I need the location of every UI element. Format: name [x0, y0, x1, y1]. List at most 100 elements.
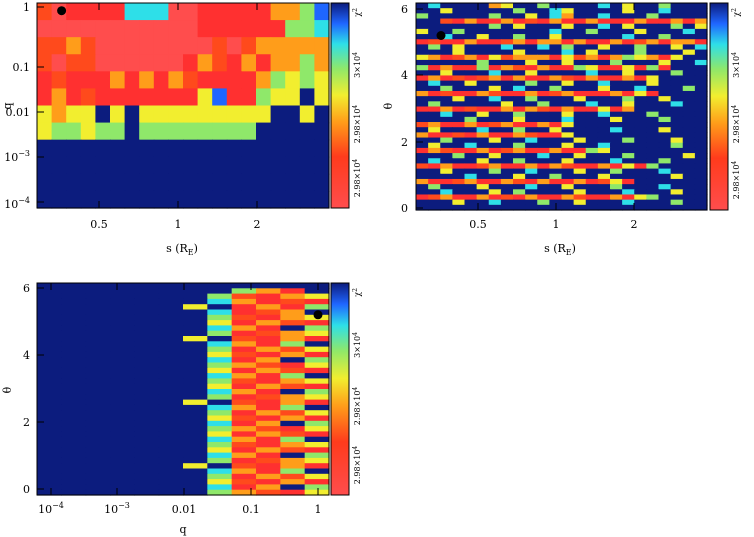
heatmap-cell: [452, 178, 466, 185]
heatmap-cell: [37, 399, 62, 406]
heatmap-cell: [61, 383, 87, 390]
heatmap-cell: [212, 105, 228, 124]
heatmap-cell: [61, 373, 87, 379]
heatmap-cell: [428, 65, 441, 71]
heatmap-cell: [428, 111, 441, 118]
x-axis-label-s-q: s (RE): [166, 242, 198, 257]
heatmap-cell: [622, 70, 635, 77]
heatmap-cell: [682, 8, 696, 14]
heatmap-cell: [183, 298, 208, 305]
heatmap-cell: [197, 3, 213, 21]
heatmap-cell: [134, 320, 160, 326]
heatmap-cell: [476, 34, 490, 40]
x-tick-label: 2: [254, 218, 261, 231]
heatmap-cell: [231, 288, 257, 295]
heatmap-cell: [634, 189, 647, 196]
heatmap-cell: [452, 142, 466, 149]
heatmap-cell: [440, 90, 453, 97]
heatmap-cell: [500, 49, 514, 56]
heatmap-cell: [285, 54, 301, 72]
heatmap-cell: [513, 142, 526, 149]
heatmap-cell: [646, 65, 660, 71]
heatmap-cell: [124, 190, 140, 209]
heatmap-cell: [670, 132, 684, 139]
heatmap-cell: [561, 194, 575, 201]
heatmap-cell: [183, 54, 199, 72]
heatmap-cell: [158, 489, 184, 496]
heatmap-cell: [622, 49, 635, 56]
heatmap-cell: [452, 23, 466, 30]
heatmap-cell: [299, 54, 315, 72]
heatmap-cell: [597, 39, 611, 45]
heatmap-cell: [256, 383, 281, 390]
heatmap-cell: [197, 105, 213, 124]
colorbar-tick: 2.98×104: [731, 105, 741, 144]
heatmap-cell: [476, 142, 490, 149]
heatmap-cell: [139, 190, 155, 209]
heatmap-cell: [37, 404, 62, 411]
heatmap-cell: [37, 383, 62, 390]
heatmap-cell: [416, 106, 429, 113]
heatmap-cell: [585, 163, 599, 170]
heatmap-cell: [610, 49, 623, 56]
heatmap-cell: [682, 85, 696, 92]
heatmap-cell: [280, 298, 306, 305]
heatmap-cell: [80, 71, 96, 90]
heatmap-cell: [256, 346, 281, 353]
heatmap-cell: [183, 484, 208, 491]
heatmap-cell: [134, 362, 160, 369]
heatmap-cell: [440, 204, 453, 211]
heatmap-cell: [597, 147, 611, 154]
heatmap-cell: [110, 479, 135, 485]
heatmap-cell: [241, 122, 257, 141]
heatmap-cell: [37, 426, 62, 432]
heatmap-cell: [561, 116, 575, 123]
heatmap-cell: [658, 23, 672, 30]
heatmap-cell: [610, 147, 623, 154]
heatmap-cell: [280, 452, 306, 459]
heatmap-cell: [464, 132, 478, 139]
heatmap-cell: [110, 420, 135, 427]
heatmap-cell: [597, 122, 611, 128]
heatmap-cell: [622, 101, 635, 108]
heatmap-cell: [694, 39, 708, 45]
heatmap-cell: [134, 283, 160, 289]
heatmap-cell: [610, 158, 623, 165]
heatmap-cell: [304, 351, 330, 358]
heatmap-cell: [610, 173, 623, 180]
heatmap-cell: [464, 199, 478, 206]
heatmap-cell: [634, 8, 647, 14]
heatmap-cell: [139, 20, 155, 38]
heatmap-cell: [513, 90, 526, 97]
heatmap-cell: [285, 122, 301, 141]
heatmap-cell: [256, 479, 281, 485]
heatmap-cell: [304, 357, 330, 364]
heatmap-cell: [670, 122, 684, 128]
heatmap-cell: [183, 293, 208, 300]
heatmap-cell: [231, 415, 257, 422]
heatmap-cell: [694, 147, 708, 154]
heatmap-cell: [464, 13, 478, 20]
heatmap-cell: [153, 139, 169, 158]
heatmap-cell: [61, 283, 87, 289]
heatmap-cell: [231, 420, 257, 427]
heatmap-cell: [139, 71, 155, 90]
heatmap-cell: [299, 20, 315, 38]
heatmap-cell: [158, 457, 184, 464]
heatmap-cell: [37, 37, 53, 55]
heatmap-cell: [585, 127, 599, 133]
heatmap-cell: [525, 75, 538, 82]
heatmap-cell: [134, 346, 160, 353]
heatmap-cell: [51, 88, 67, 107]
heatmap-cell: [231, 463, 257, 470]
heatmap-cell: [694, 8, 708, 14]
heatmap-cell: [597, 3, 611, 9]
best-fit-marker-s-theta: [436, 31, 446, 40]
heatmap-cell: [207, 399, 233, 406]
heatmap-cell: [549, 75, 563, 82]
heatmap-cell: [95, 173, 111, 192]
heatmap-cell: [464, 70, 478, 77]
heatmap-cell: [670, 59, 684, 66]
heatmap-cell: [525, 142, 538, 149]
heatmap-cell: [61, 351, 87, 358]
